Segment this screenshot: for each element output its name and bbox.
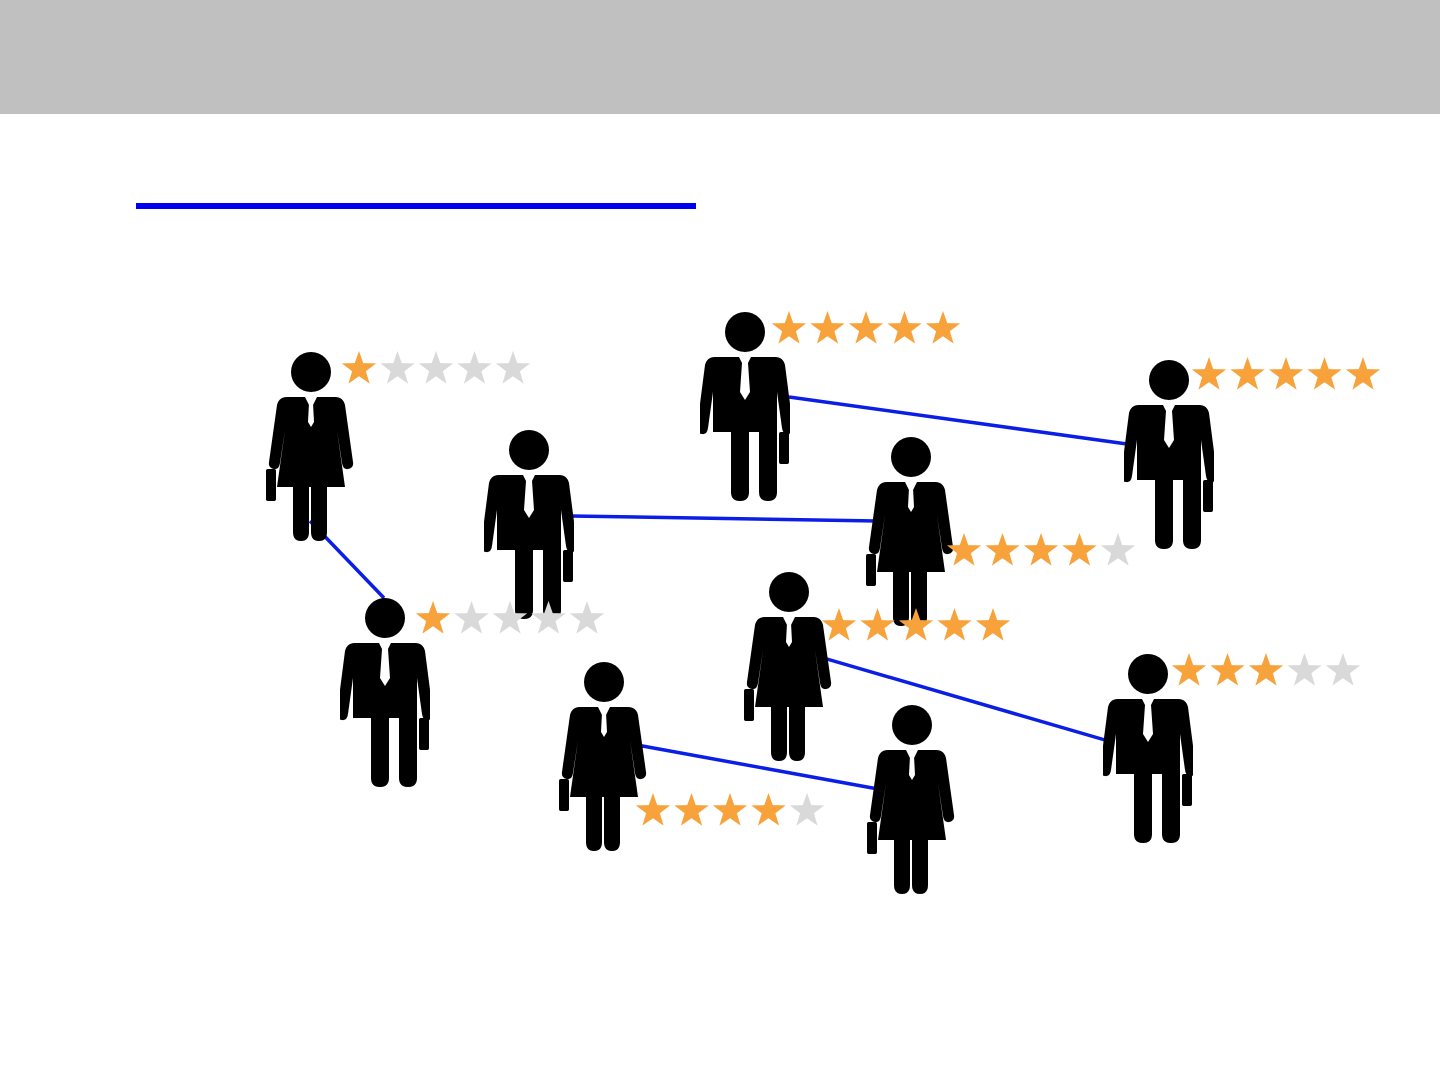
header-band xyxy=(0,0,1440,114)
person-node xyxy=(1103,652,1361,843)
businessman-icon xyxy=(700,312,790,501)
star-icon xyxy=(1248,652,1284,686)
businessman-icon xyxy=(484,430,574,619)
person-node xyxy=(1124,356,1381,549)
star-icon xyxy=(569,600,605,634)
star-icon xyxy=(1230,356,1265,390)
star-rating xyxy=(1191,356,1381,390)
star-rating xyxy=(1171,652,1361,686)
star-icon xyxy=(789,792,825,826)
star-rating xyxy=(821,607,1011,641)
businessman-icon xyxy=(340,598,430,787)
person-node xyxy=(867,705,955,894)
star-icon xyxy=(1345,356,1381,390)
star-icon xyxy=(418,350,454,384)
star-rating xyxy=(946,532,1136,566)
star-icon xyxy=(1023,532,1059,566)
star-icon xyxy=(925,310,961,344)
star-icon xyxy=(341,350,377,384)
businesswoman-icon xyxy=(866,437,954,626)
star-icon xyxy=(495,350,531,384)
person-node xyxy=(744,572,1011,761)
star-icon xyxy=(674,792,709,826)
star-icon xyxy=(1210,652,1245,686)
title-underline xyxy=(136,203,696,209)
connection-line xyxy=(570,514,878,523)
star-icon xyxy=(454,600,489,634)
star-icon xyxy=(712,792,748,826)
star-rating xyxy=(635,792,825,826)
businesswoman-icon xyxy=(559,662,647,851)
star-icon xyxy=(821,607,857,641)
businesswoman-icon xyxy=(266,352,354,541)
star-icon xyxy=(860,607,895,641)
star-icon xyxy=(1062,532,1097,566)
star-icon xyxy=(1100,532,1136,566)
star-rating xyxy=(341,350,531,384)
person-node xyxy=(484,430,574,619)
star-rating xyxy=(415,600,605,634)
star-icon xyxy=(1268,356,1304,390)
star-icon xyxy=(1287,652,1322,686)
star-icon xyxy=(946,532,982,566)
connection-line xyxy=(788,395,1128,446)
person-node xyxy=(866,437,1136,626)
businessman-icon xyxy=(1124,360,1214,549)
connection-line xyxy=(636,743,879,791)
star-icon xyxy=(771,310,807,344)
businesswoman-icon xyxy=(867,705,955,894)
star-icon xyxy=(635,792,671,826)
connection-line xyxy=(819,655,1106,742)
star-icon xyxy=(1171,652,1207,686)
businesswoman-icon xyxy=(744,572,832,761)
star-icon xyxy=(975,607,1011,641)
star-icon xyxy=(1325,652,1361,686)
star-icon xyxy=(887,310,922,344)
star-icon xyxy=(848,310,884,344)
star-rating xyxy=(771,310,961,344)
star-icon xyxy=(415,600,451,634)
star-icon xyxy=(1191,356,1227,390)
star-icon xyxy=(380,350,415,384)
star-icon xyxy=(457,350,492,384)
star-icon xyxy=(810,310,845,344)
star-icon xyxy=(751,792,786,826)
star-icon xyxy=(985,532,1020,566)
star-icon xyxy=(1307,356,1342,390)
star-icon xyxy=(937,607,972,641)
